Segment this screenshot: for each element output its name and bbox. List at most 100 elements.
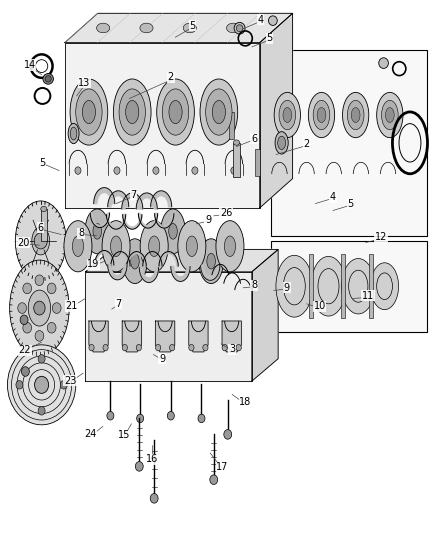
Ellipse shape: [76, 89, 102, 135]
Bar: [369, 254, 373, 318]
Polygon shape: [85, 249, 278, 272]
Polygon shape: [65, 13, 293, 43]
Ellipse shape: [70, 127, 77, 140]
Circle shape: [210, 475, 218, 484]
Ellipse shape: [126, 100, 139, 124]
Text: 12: 12: [375, 232, 387, 242]
Text: 7: 7: [115, 299, 121, 309]
Ellipse shape: [68, 123, 79, 143]
Ellipse shape: [28, 290, 50, 326]
Circle shape: [236, 344, 241, 351]
Text: 3: 3: [229, 344, 235, 354]
Ellipse shape: [45, 76, 51, 82]
Ellipse shape: [186, 236, 198, 256]
Ellipse shape: [275, 132, 288, 154]
Circle shape: [198, 414, 205, 423]
Polygon shape: [89, 321, 108, 352]
Polygon shape: [155, 321, 175, 352]
Circle shape: [38, 407, 45, 415]
Text: 5: 5: [190, 21, 196, 30]
Text: 6: 6: [37, 223, 43, 232]
Polygon shape: [90, 213, 110, 228]
Circle shape: [192, 167, 198, 174]
Polygon shape: [95, 251, 114, 265]
Text: 18: 18: [239, 398, 251, 407]
Circle shape: [89, 344, 94, 351]
Text: 9: 9: [284, 283, 290, 293]
Circle shape: [222, 344, 227, 351]
Circle shape: [38, 354, 45, 363]
Circle shape: [114, 167, 120, 174]
Polygon shape: [139, 268, 159, 282]
Ellipse shape: [123, 239, 147, 284]
Polygon shape: [155, 213, 174, 228]
Circle shape: [103, 344, 108, 351]
Circle shape: [136, 344, 141, 351]
Circle shape: [34, 301, 45, 315]
Text: 2: 2: [168, 72, 174, 82]
Circle shape: [52, 303, 61, 313]
Circle shape: [16, 381, 23, 389]
Text: 4: 4: [330, 192, 336, 202]
Circle shape: [35, 275, 44, 286]
Circle shape: [21, 367, 29, 376]
Ellipse shape: [308, 92, 335, 138]
Circle shape: [34, 233, 47, 249]
Circle shape: [75, 167, 81, 174]
Text: 10: 10: [314, 302, 326, 311]
Ellipse shape: [317, 108, 326, 123]
Circle shape: [107, 411, 114, 420]
Ellipse shape: [110, 236, 122, 256]
Text: 21: 21: [65, 301, 78, 311]
Text: 9: 9: [205, 215, 211, 224]
Circle shape: [231, 167, 237, 174]
Polygon shape: [252, 249, 278, 381]
Circle shape: [224, 430, 232, 439]
Text: 5: 5: [39, 158, 46, 167]
Polygon shape: [222, 321, 241, 352]
Circle shape: [170, 344, 175, 351]
Text: 8: 8: [78, 229, 84, 238]
Ellipse shape: [178, 221, 206, 272]
Text: 17: 17: [216, 463, 229, 472]
Ellipse shape: [102, 221, 130, 272]
Ellipse shape: [7, 345, 76, 425]
Polygon shape: [260, 13, 293, 208]
Ellipse shape: [274, 92, 300, 138]
Ellipse shape: [212, 100, 226, 124]
Circle shape: [23, 322, 32, 333]
Polygon shape: [189, 321, 208, 352]
Polygon shape: [136, 193, 157, 209]
Circle shape: [18, 303, 27, 313]
Text: 13: 13: [78, 78, 91, 87]
Ellipse shape: [283, 108, 292, 123]
Circle shape: [153, 167, 159, 174]
Text: 24: 24: [85, 430, 97, 439]
Polygon shape: [85, 272, 252, 381]
Polygon shape: [123, 214, 142, 229]
Polygon shape: [122, 193, 143, 209]
Ellipse shape: [157, 79, 194, 145]
Ellipse shape: [379, 58, 389, 68]
Ellipse shape: [82, 100, 95, 124]
Ellipse shape: [169, 100, 182, 124]
Text: 9: 9: [159, 354, 165, 364]
Polygon shape: [108, 265, 127, 280]
Text: 15: 15: [118, 431, 130, 440]
Circle shape: [47, 283, 56, 294]
Polygon shape: [94, 188, 115, 204]
Circle shape: [20, 315, 28, 325]
Ellipse shape: [347, 100, 364, 130]
Text: 7: 7: [131, 190, 137, 199]
Bar: [341, 254, 345, 318]
Text: 5: 5: [266, 34, 272, 43]
Polygon shape: [159, 252, 178, 266]
Bar: [41, 209, 47, 241]
Polygon shape: [171, 266, 190, 281]
Circle shape: [167, 411, 174, 420]
Bar: [271, 241, 427, 332]
Ellipse shape: [10, 260, 69, 356]
Polygon shape: [151, 191, 172, 207]
Ellipse shape: [216, 221, 244, 272]
Polygon shape: [106, 214, 126, 229]
